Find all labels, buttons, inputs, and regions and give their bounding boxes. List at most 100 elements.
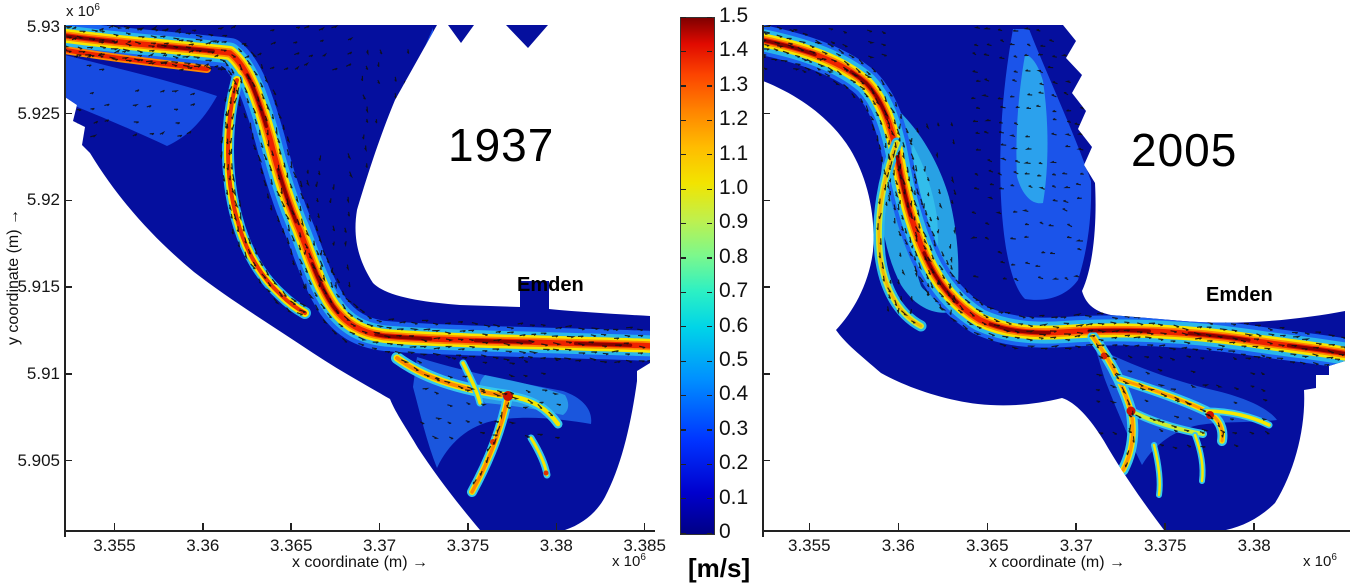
y-tick-mark <box>65 25 72 28</box>
colorbar-tick-label: 1.0 <box>719 176 749 199</box>
x-tick-mark <box>1253 523 1255 530</box>
x-tick-label: 3.36 <box>881 536 915 555</box>
city-label-emden-1937: Emden <box>517 274 584 296</box>
x-tick-mark <box>1075 523 1077 530</box>
y-tick-label: 5.93 <box>26 16 60 36</box>
colorbar-tick-mark <box>681 85 686 87</box>
colorbar-tick-mark <box>707 154 712 156</box>
y-tick-mark <box>65 112 72 115</box>
colorbar-tick-label: 0.4 <box>719 382 749 406</box>
y-axis-exponent-1937: x 106 <box>66 2 100 20</box>
colorbar-tick-mark <box>707 188 712 190</box>
panel-title-1937: 1937 <box>448 119 555 171</box>
panel-title-2005: 2005 <box>1131 124 1238 176</box>
colorbar-tick-mark <box>707 394 712 397</box>
colorbar-tick-label: 0.1 <box>719 485 749 509</box>
colorbar-tick-label: 0.8 <box>719 244 749 268</box>
colorbar-tick-mark <box>681 257 686 259</box>
colorbar-tick-mark <box>707 16 712 18</box>
colorbar-tick-label: 0.5 <box>719 348 749 371</box>
colorbar-tick-mark <box>707 360 712 362</box>
x-exp-base-1937: x 10 <box>612 553 641 570</box>
colorbar-tick-mark <box>681 119 686 121</box>
x-exp-base-2005: x 10 <box>1303 553 1332 570</box>
colorbar-tick-label: 1.2 <box>719 107 749 131</box>
y-tick-mark <box>763 199 770 202</box>
y-axis-line <box>762 25 764 537</box>
y-tick-mark <box>763 459 770 462</box>
colorbar-tick-mark <box>681 429 686 431</box>
colorbar-tick-mark <box>681 532 686 534</box>
x-tick-mark <box>643 523 646 530</box>
x-tick-mark <box>467 523 469 530</box>
colorbar-tick-mark <box>707 463 712 465</box>
y-exp-sup: 6 <box>94 2 100 13</box>
y-exp-base: x 10 <box>66 3 95 20</box>
x-tick-mark <box>986 523 988 530</box>
colorbar <box>680 17 715 535</box>
y-tick-mark <box>65 459 72 462</box>
y-tick-label: 5.91 <box>26 363 60 383</box>
x-tick-mark <box>202 523 204 530</box>
x-axis-line <box>762 530 1350 532</box>
y-tick-mark <box>763 286 770 288</box>
colorbar-tick-mark <box>681 222 686 225</box>
colorbar-tick-mark <box>707 85 712 87</box>
colorbar-tick-mark <box>681 498 686 500</box>
colorbar-tick-mark <box>707 498 712 500</box>
x-tick-label: 3.385 <box>623 536 666 555</box>
x-tick-label: 3.355 <box>787 536 831 555</box>
y-tick-label: 5.92 <box>26 190 60 210</box>
colorbar-tick-mark <box>681 326 686 328</box>
colorbar-tick-mark <box>681 291 686 293</box>
x-tick-mark <box>555 523 558 530</box>
x-axis-title-1937: x coordinate (m) → <box>291 554 429 571</box>
colorbar-tick-mark <box>707 257 712 259</box>
x-tick-label: 3.355 <box>93 536 136 555</box>
colorbar-unit-label: [m/s] <box>688 553 751 583</box>
colorbar-tick-mark <box>681 463 686 465</box>
x-tick-label: 3.37 <box>363 536 397 555</box>
colorbar-tick-label: 1.5 <box>719 4 749 27</box>
colorbar-tick-label: 1.1 <box>719 141 749 165</box>
x-tick-mark <box>113 523 116 530</box>
x-axis-exponent-1937: x 106 <box>612 552 646 570</box>
colorbar-tick-label: 0.6 <box>719 313 749 337</box>
x-tick-mark <box>290 523 292 530</box>
x-axis-exponent-2005: x 106 <box>1303 552 1337 570</box>
y-tick-mark <box>763 25 770 28</box>
x-axis-line <box>64 530 655 532</box>
x-tick-mark <box>897 523 900 530</box>
y-tick-label: 5.925 <box>17 103 60 123</box>
colorbar-tick-mark <box>681 50 686 53</box>
colorbar-tick-label: 1.4 <box>719 38 749 62</box>
colorbar-tick-mark <box>707 532 712 534</box>
colorbar-tick-mark <box>681 360 686 362</box>
x-tick-label: 3.375 <box>1143 536 1187 555</box>
x-exp-sup-2005: 6 <box>1331 552 1337 563</box>
y-tick-mark <box>763 112 770 115</box>
x-tick-label: 3.36 <box>186 536 220 555</box>
y-tick-mark <box>65 373 72 375</box>
colorbar-tick-mark <box>681 188 686 190</box>
y-tick-mark <box>65 286 72 288</box>
x-tick-label: 3.38 <box>1237 536 1271 555</box>
colorbar-tick-mark <box>707 429 712 431</box>
x-tick-label: 3.38 <box>539 536 573 555</box>
x-tick-label: 3.375 <box>446 536 490 555</box>
y-axis-line <box>64 25 66 537</box>
velocity-map-1937 <box>65 25 650 530</box>
colorbar-tick-label: 0 <box>719 520 731 543</box>
colorbar-tick-mark <box>681 394 686 397</box>
x-tick-mark <box>808 523 811 530</box>
colorbar-tick-label: 0.9 <box>719 210 749 234</box>
x-exp-sup-1937: 6 <box>640 552 646 563</box>
velocity-map-2005 <box>763 25 1345 530</box>
y-tick-label: 5.905 <box>17 450 60 470</box>
x-axis-title-2005: x coordinate (m) → <box>988 554 1126 571</box>
colorbar-tick-label: 1.3 <box>719 72 749 96</box>
y-tick-mark <box>763 373 770 375</box>
colorbar-tick-label: 0.7 <box>719 279 749 303</box>
colorbar-tick-mark <box>707 50 712 53</box>
